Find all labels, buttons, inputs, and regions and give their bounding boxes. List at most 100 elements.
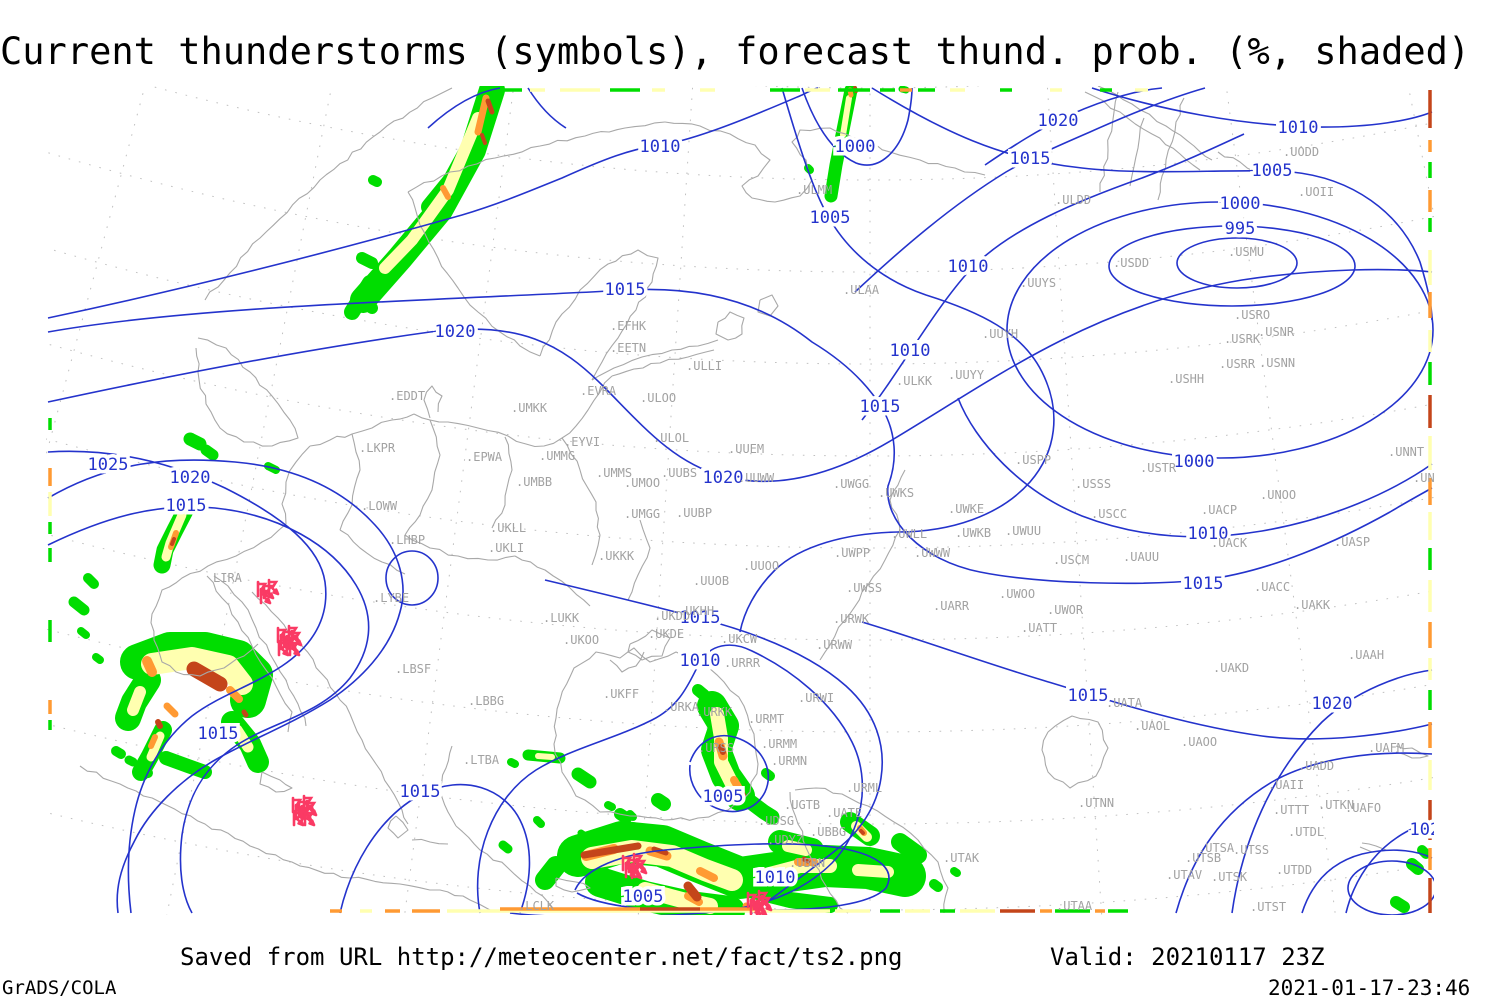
station-label: .LUKK (543, 611, 580, 625)
isobar-label: 1025 (88, 455, 129, 475)
coastline (553, 647, 759, 821)
station-label: .UTAV (1166, 868, 1202, 882)
station-label: .USSS (1075, 477, 1111, 491)
coastline (79, 765, 491, 911)
isobar-label: 1015 (1068, 686, 1109, 706)
station-label: .URRR (724, 656, 761, 670)
coastline (561, 437, 601, 566)
isobar-label: 1020 (435, 322, 476, 342)
probability-shading-blob (485, 98, 495, 115)
station-label: .URKA (663, 700, 700, 714)
station-label: .UMGG (624, 507, 660, 521)
station-label: .USHH (1168, 372, 1204, 386)
probability-shading-blob (356, 252, 378, 269)
coastline (1129, 117, 1145, 187)
station-label: .UWGG (833, 477, 869, 491)
isobar-label: 1020 (1038, 111, 1079, 131)
coastline (627, 629, 671, 661)
probability-shading-blob (736, 786, 746, 798)
isobar-label: 1020 (1312, 694, 1353, 714)
station-label: .EETN (610, 341, 646, 355)
station-label: .UWPP (834, 546, 870, 560)
station-label: .UADD (1298, 759, 1334, 773)
probability-shading-blob (241, 709, 249, 718)
coastline (349, 713, 409, 825)
isobar-label: 1010 (890, 341, 931, 361)
probability-shading-blob (127, 686, 146, 716)
station-label: .URMM (761, 737, 797, 751)
station-label: .UOII (1298, 185, 1334, 199)
thunderstorm-symbol (303, 809, 316, 827)
station-label: .UWOR (1047, 603, 1084, 617)
probability-shading-blob (1390, 896, 1410, 913)
station-label: .UWSS (846, 581, 882, 595)
station-label: .UACP (1201, 503, 1237, 517)
isobar-contour (1175, 752, 1433, 914)
station-label: .LYBE (373, 591, 409, 605)
isobar-contour (1347, 860, 1434, 915)
isobar-label: 1020 (170, 468, 211, 488)
station-label: .UTSA (1198, 841, 1235, 855)
station-label: .UATE (826, 806, 862, 820)
probability-shading-blob (83, 573, 99, 589)
probability-shading-blob (801, 856, 811, 864)
station-label: .UAAH (1348, 648, 1384, 662)
thunderstorm-symbol (267, 578, 280, 596)
station-label: .UKCW (721, 632, 758, 646)
isobar-contours (47, 87, 1434, 915)
station-label: .UTDD (1276, 863, 1312, 877)
thunderstorm-symbol (292, 809, 305, 827)
station-label: .ULDD (1055, 193, 1091, 207)
isobar-contour (1091, 87, 1433, 128)
probability-shading-blob (92, 653, 104, 664)
station-label: .UKLL (490, 521, 526, 535)
thunderstorm-symbol-cluster (276, 624, 303, 657)
probability-shading-blob (604, 801, 616, 811)
coastline (611, 349, 715, 377)
probability-shading-blob (581, 840, 743, 891)
station-label: .UUBS (661, 466, 697, 480)
isobar-contour (1176, 237, 1298, 289)
probability-shading-blob (440, 185, 451, 200)
isobar-contour (689, 734, 770, 813)
thunderstorm-symbol-cluster (256, 578, 280, 605)
isobar-label: 1015 (1183, 574, 1224, 594)
isobar-label: 1015 (198, 724, 239, 744)
probability-shading-blob (929, 879, 943, 892)
station-label: .UATA (1106, 696, 1143, 710)
station-label: .UAII (1268, 778, 1304, 792)
station-label: .URSS (698, 741, 734, 755)
generation-timestamp: 2021-01-17-23:46 (1268, 976, 1471, 1000)
station-label: .EFHK (610, 319, 647, 333)
station-label: .UUEM (728, 442, 764, 456)
probability-shading-blob (68, 596, 90, 616)
probability-shading-blob (683, 881, 702, 902)
thunderstorm-symbol (635, 857, 648, 875)
probability-shading-blob (498, 840, 513, 854)
thunderstorm-symbol (302, 794, 315, 812)
isobar-label: 1020 (1410, 820, 1451, 840)
station-label: .LOWW (361, 499, 398, 513)
isobar-label: 1010 (948, 257, 989, 277)
station-label: .UMMS (596, 466, 632, 480)
station-label: .UKHH (678, 604, 714, 618)
station-label: .UUOB (693, 574, 729, 588)
probability-shading-blob (718, 744, 726, 755)
isobar-label: 995 (1225, 219, 1256, 239)
station-label: .UMBB (516, 475, 552, 489)
isobar-contour (47, 268, 1433, 483)
isobar-contour (1006, 201, 1434, 459)
station-label: .UACK (1211, 536, 1248, 550)
station-label: .URWW (816, 638, 853, 652)
coastline (407, 191, 541, 357)
station-label: .LKPR (359, 441, 396, 455)
station-label: .ULOL (653, 431, 689, 445)
station-label: .UKOO (563, 633, 599, 647)
station-label: .LCLK (518, 899, 555, 913)
coastline (455, 825, 561, 913)
isobar-contour (739, 87, 1055, 633)
thunderstorm-symbol (305, 799, 318, 817)
station-labels: .ULMM .ULDD .UODD .UOII .ULAA .USDD .UUYS .UUYH… (213, 145, 1434, 914)
